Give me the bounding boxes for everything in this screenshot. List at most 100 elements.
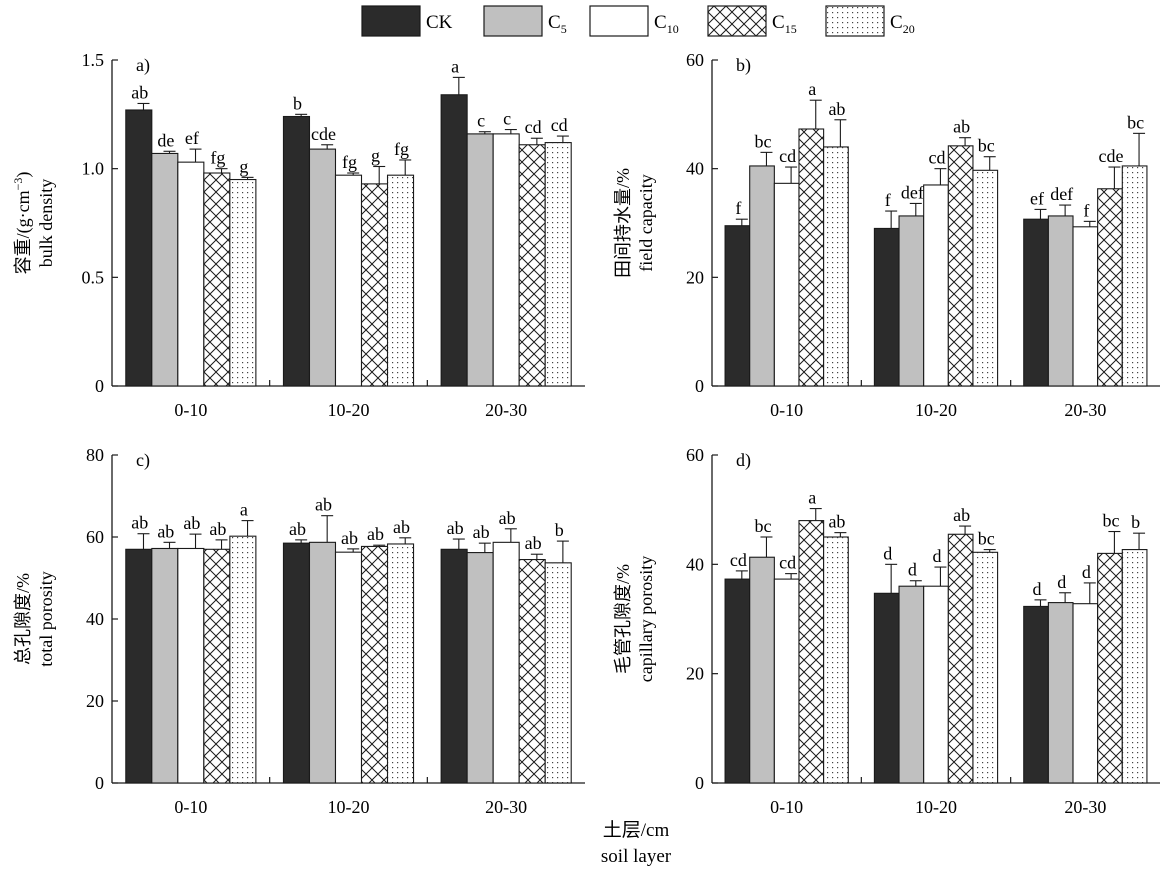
significance-letter: ab: [525, 533, 542, 553]
significance-letter: bc: [1127, 112, 1144, 132]
significance-letter: g: [239, 156, 248, 176]
bar-c20: [1121, 549, 1148, 784]
x-tick-label: 10-20: [328, 400, 370, 420]
y-tick-label: 0: [95, 773, 104, 793]
x-tick-label: 10-20: [915, 400, 957, 420]
significance-letter: fg: [394, 139, 409, 159]
significance-letter: b: [1131, 512, 1140, 532]
significance-letter: a: [240, 500, 248, 520]
significance-letter: ab: [157, 521, 174, 541]
significance-letter: ab: [393, 517, 410, 537]
y-tick-label: 0: [695, 376, 704, 396]
legend-item-ck: CK: [361, 5, 453, 37]
significance-letter: ab: [209, 519, 226, 539]
significance-letter: d: [883, 543, 892, 563]
significance-letter: ab: [953, 505, 970, 525]
legend-item-c20: C20: [825, 5, 915, 37]
significance-letter: ab: [183, 513, 200, 533]
y-tick-label: 0.5: [82, 267, 105, 287]
bar-c15: [203, 548, 231, 784]
bar-c20: [823, 536, 849, 784]
significance-letter: f: [1083, 200, 1089, 220]
x-tick-label: 20-30: [485, 400, 527, 420]
bar-ck: [873, 227, 900, 387]
significance-letter: cde: [311, 124, 336, 144]
bar-ck: [440, 94, 468, 387]
bar-c20: [386, 174, 415, 387]
significance-letter: f: [885, 190, 891, 210]
legend-swatch: [825, 5, 885, 37]
bar-c15: [947, 533, 974, 784]
y-tick-label: 20: [86, 691, 104, 711]
y-tick-label: 1.5: [82, 50, 105, 70]
y-tick-label: 80: [86, 445, 104, 465]
significance-letter: ab: [131, 82, 148, 102]
bar-c5: [749, 165, 775, 387]
bar-c10: [177, 161, 205, 387]
y-axis-title-english: capillary porosity: [636, 556, 656, 682]
significance-letter: g: [371, 145, 380, 165]
significance-letter: cd: [551, 115, 568, 135]
y-axis-title-english: field capacity: [636, 174, 656, 271]
panel-tag: d): [736, 450, 751, 471]
bar-c15: [798, 520, 825, 784]
bar-ck: [440, 548, 468, 784]
significance-letter: cd: [929, 148, 946, 168]
bar-c20: [544, 562, 572, 784]
x-tick-label: 10-20: [328, 797, 370, 817]
legend-item-c15: C15: [707, 5, 797, 37]
significance-letter: def: [1050, 184, 1073, 204]
bar-c5: [749, 556, 775, 784]
significance-letter: cd: [779, 553, 796, 573]
x-tick-label: 20-30: [485, 797, 527, 817]
y-axis-title-chinese: 毛管孔隙度/%: [613, 564, 633, 674]
bar-c15: [947, 145, 974, 387]
bar-ck: [125, 109, 153, 387]
significance-letter: fg: [342, 152, 357, 172]
significance-letter: d: [1057, 572, 1066, 592]
significance-letter: ef: [185, 128, 199, 148]
bar-c20: [544, 142, 572, 387]
significance-letter: b: [555, 520, 564, 540]
bar-c20: [823, 146, 849, 387]
bar-c10: [492, 133, 520, 387]
significance-letter: ab: [828, 99, 845, 119]
bar-ck: [125, 548, 153, 784]
bar-c15: [1097, 552, 1123, 784]
legend-swatch: [589, 5, 649, 37]
bar-c5: [898, 215, 925, 387]
bar-c10: [773, 182, 800, 387]
significance-letter: ef: [1030, 188, 1044, 208]
y-axis-title-chinese: 田间持水量/%: [613, 168, 633, 278]
bar-c5: [1047, 215, 1074, 387]
panel-tag: a): [136, 55, 150, 76]
significance-letter: d: [908, 560, 917, 580]
bar-ck: [282, 115, 311, 387]
legend-label: CK: [426, 12, 453, 33]
legend-label: C5: [548, 12, 567, 36]
significance-letter: de: [157, 130, 174, 150]
significance-letter: ab: [499, 508, 516, 528]
y-tick-label: 0: [95, 376, 104, 396]
y-axis-title-chinese: 容重/(g·cm−3): [11, 172, 34, 275]
bar-c5: [151, 152, 179, 387]
significance-letter: ab: [828, 512, 845, 532]
y-tick-label: 40: [686, 159, 704, 179]
bar-c10: [923, 184, 949, 387]
x-tick-label: 0-10: [174, 400, 207, 420]
panel-tag: c): [136, 450, 150, 471]
y-axis-title-english: total porosity: [36, 571, 56, 667]
legend-item-c10: C10: [589, 5, 679, 37]
significance-letter: ab: [341, 528, 358, 548]
significance-letter: d: [1082, 562, 1091, 582]
x-tick-label: 0-10: [770, 400, 803, 420]
legend-label: C10: [654, 12, 679, 36]
bar-c10: [1072, 603, 1099, 784]
significance-letter: ab: [131, 513, 148, 533]
bar-c15: [518, 144, 546, 387]
bar-c20: [972, 551, 999, 784]
significance-letter: b: [293, 93, 302, 113]
